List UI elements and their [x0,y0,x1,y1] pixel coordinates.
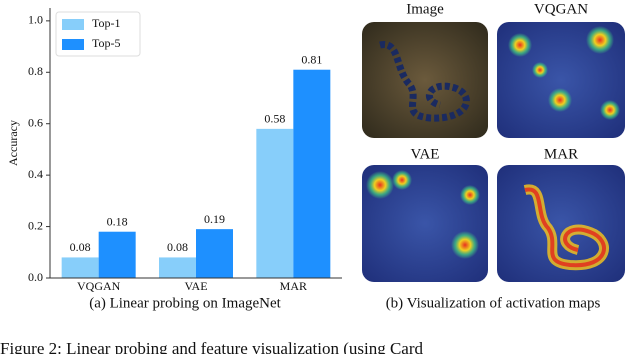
x-tick-label: VAE [184,279,207,293]
image-vqgan [497,22,625,138]
image-title: Image [406,1,444,17]
y-tick-label: 1.0 [28,13,43,27]
bar [61,257,99,278]
bar [196,229,233,278]
legend-label: Top-1 [92,16,121,30]
bar [98,231,136,278]
y-tick-label: 0.6 [28,115,43,129]
legend-label: Top-5 [92,36,121,50]
image-title: VAE [411,146,440,162]
image-mar [497,165,625,282]
image-title: VQGAN [534,1,588,17]
caption-b: (b) Visualization of activation maps [386,295,601,311]
bar [293,69,331,278]
y-tick-label: 0.2 [28,218,43,232]
bar [159,257,196,278]
y-axis-label: Accuracy [6,120,20,166]
x-tick-label: VQGAN [77,279,121,293]
value-label: 0.08 [167,240,188,254]
bar [256,128,294,278]
image-original [362,22,488,138]
value-label: 0.58 [264,112,285,126]
y-tick-label: 0.4 [28,167,43,181]
y-tick-label: 0.8 [28,64,43,78]
x-tick-label: MAR [280,279,307,293]
value-label: 0.19 [204,212,225,226]
image-title: MAR [544,146,578,162]
figure-caption: Figure 2: Linear probing and feature vis… [0,339,423,354]
legend-swatch [62,19,84,30]
y-tick-label: 0.0 [28,270,43,284]
value-label: 0.08 [70,240,91,254]
caption-a: (a) Linear probing on ImageNet [89,295,281,311]
legend-swatch [62,39,84,50]
image-vae [362,165,488,282]
value-label: 0.18 [107,214,128,228]
value-label: 0.81 [301,52,322,66]
